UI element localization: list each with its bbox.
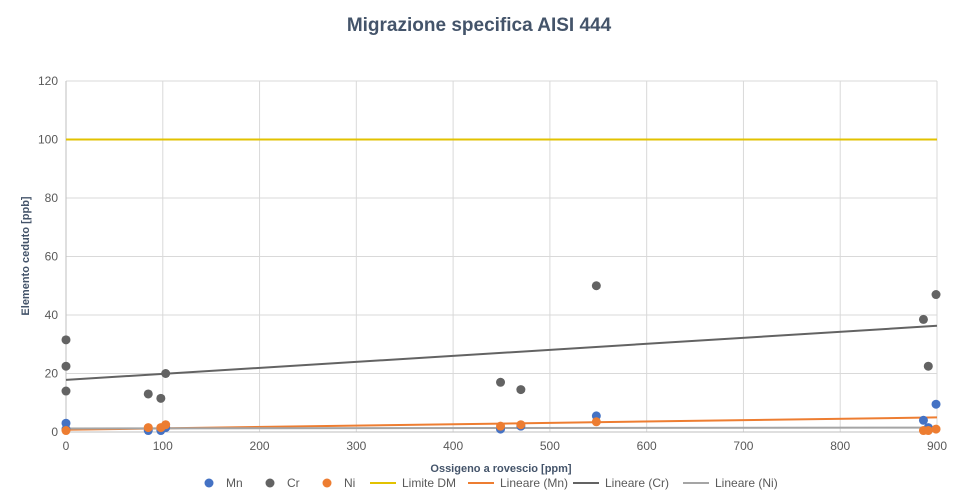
series-points	[61, 281, 941, 436]
series-line-lineare-cr	[65, 324, 938, 381]
data-point-cr	[591, 281, 601, 291]
data-point-cr	[918, 314, 928, 324]
y-tick-label: 60	[45, 250, 59, 264]
data-point-cr	[156, 393, 166, 403]
y-tick-label: 20	[45, 367, 59, 381]
data-point-ni	[161, 420, 171, 430]
legend-marker-mn	[204, 478, 214, 488]
data-point-cr	[61, 361, 71, 371]
legend-label-ni: Ni	[344, 476, 355, 490]
legend-label-mn: Mn	[226, 476, 243, 490]
x-tick-label: 500	[540, 439, 560, 453]
legend-label-lineare-cr: Lineare (Cr)	[605, 476, 669, 490]
legend-marker-cr	[265, 478, 275, 488]
data-point-cr	[496, 377, 506, 387]
x-tick-label: 300	[346, 439, 366, 453]
y-tick-label: 80	[45, 191, 59, 205]
data-point-cr	[61, 335, 71, 345]
x-tick-label: 900	[927, 439, 947, 453]
data-point-ni	[931, 424, 941, 434]
data-point-cr	[931, 290, 941, 300]
legend-label-limite-dm: Limite DM	[402, 476, 456, 490]
x-tick-label: 700	[733, 439, 753, 453]
y-tick-label: 100	[38, 133, 58, 147]
legend-label-lineare-ni: Lineare (Ni)	[715, 476, 778, 490]
x-axis-label: Ossigeno a rovescio [ppm]	[430, 463, 572, 475]
data-point-cr	[161, 369, 171, 378]
x-tick-label: 100	[153, 439, 173, 453]
x-tick-label: 200	[250, 439, 270, 453]
data-point-mn	[918, 415, 928, 425]
x-tick-label: 600	[637, 439, 657, 453]
data-point-cr	[923, 361, 933, 371]
data-point-ni	[591, 417, 601, 427]
legend-marker-ni	[322, 478, 332, 488]
data-point-cr	[143, 389, 153, 399]
data-point-ni	[923, 426, 933, 436]
legend-label-cr: Cr	[287, 476, 300, 490]
chart-title: Migrazione specifica AISI 444	[347, 15, 612, 36]
legend-label-lineare-mn: Lineare (Mn)	[500, 476, 568, 490]
data-point-cr	[61, 386, 71, 396]
x-tick-label: 0	[63, 439, 70, 453]
legend: Mn Cr Ni Limite DM Lineare (Mn) Lineare (Cr) L…	[204, 476, 778, 490]
axes: 0 20 40 60 80 100 120 0 100 200 300 400 500 600 700 800…	[38, 74, 947, 453]
y-tick-label: 40	[45, 308, 59, 322]
data-point-cr	[516, 385, 526, 395]
data-point-ni	[143, 423, 153, 433]
data-point-mn	[931, 399, 941, 409]
x-tick-label: 800	[830, 439, 850, 453]
y-tick-label: 120	[38, 74, 58, 88]
y-tick-label: 0	[51, 425, 58, 439]
data-point-ni	[61, 426, 71, 436]
x-tick-label: 400	[443, 439, 463, 453]
data-point-ni	[496, 421, 506, 431]
y-axis-label: Elemento ceduto [ppb]	[20, 196, 32, 316]
data-point-ni	[516, 420, 526, 430]
